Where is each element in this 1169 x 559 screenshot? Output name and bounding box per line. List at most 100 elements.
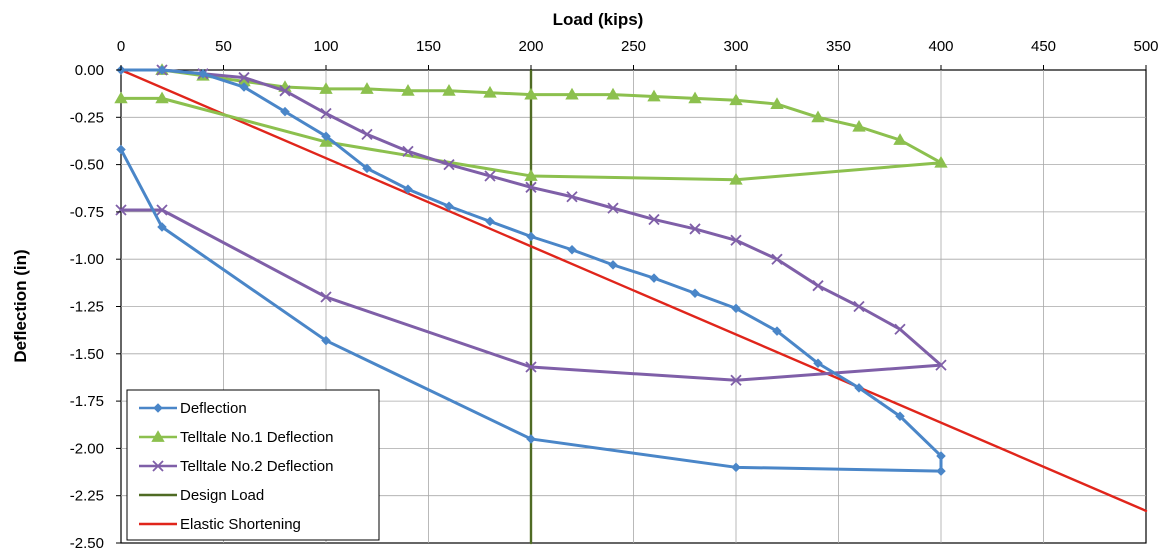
legend-label: Deflection bbox=[180, 400, 247, 417]
data-point bbox=[812, 280, 824, 292]
data-point bbox=[484, 170, 496, 182]
data-point bbox=[403, 184, 413, 194]
data-point bbox=[115, 204, 127, 216]
data-point bbox=[895, 411, 905, 422]
data-point bbox=[853, 300, 865, 313]
data-point bbox=[444, 201, 454, 211]
x-tick-label: 100 bbox=[313, 38, 338, 55]
data-point bbox=[729, 172, 743, 185]
data-point bbox=[401, 84, 415, 96]
data-point bbox=[730, 234, 742, 246]
data-point bbox=[811, 110, 825, 123]
data-point bbox=[606, 87, 620, 100]
data-point bbox=[402, 145, 414, 157]
data-point bbox=[813, 358, 823, 369]
data-point bbox=[279, 85, 291, 97]
data-point bbox=[198, 69, 208, 79]
data-point bbox=[772, 326, 782, 336]
x-tick-label: 150 bbox=[416, 38, 441, 55]
data-point bbox=[731, 462, 741, 473]
data-point bbox=[648, 213, 660, 226]
y-tick-label: 0.00 bbox=[75, 62, 104, 79]
data-point bbox=[524, 169, 538, 181]
y-tick-label: -0.75 bbox=[70, 204, 104, 221]
legend-entry: Telltale No.1 Deflection bbox=[139, 429, 333, 446]
legend-entry: Design Load bbox=[139, 487, 264, 504]
data-point bbox=[319, 135, 333, 147]
data-point bbox=[485, 216, 495, 227]
legend: Deflection Telltale No.1 Deflection Tellta… bbox=[126, 389, 380, 541]
series-1 bbox=[114, 63, 948, 185]
series-layer bbox=[114, 63, 1148, 545]
data-point bbox=[157, 65, 167, 75]
data-point bbox=[647, 89, 661, 102]
x-tick-label: 250 bbox=[621, 38, 646, 55]
data-point bbox=[362, 163, 372, 174]
data-point bbox=[526, 434, 536, 444]
data-point bbox=[320, 291, 332, 303]
x-tick-label: 200 bbox=[518, 38, 543, 55]
data-point bbox=[894, 323, 906, 335]
y-axis-ticks: 0.00 -0.25 -0.50 -0.75 -1.00 -1.25 -1.50 -1.75 -… bbox=[70, 62, 121, 552]
data-point bbox=[526, 231, 536, 242]
data-point bbox=[771, 253, 783, 265]
data-point bbox=[525, 181, 537, 193]
data-point bbox=[934, 155, 948, 168]
series-line bbox=[119, 68, 1148, 513]
data-point bbox=[280, 106, 290, 117]
data-point bbox=[688, 91, 702, 104]
legend-label: Elastic Shortening bbox=[180, 516, 301, 533]
y-axis-title: Deflection (in) bbox=[11, 249, 30, 362]
x-axis-ticks: 0 50 100 150 200 250 300 350 400 450 500 bbox=[117, 38, 1159, 70]
data-point bbox=[361, 128, 373, 140]
legend-entry: Elastic Shortening bbox=[139, 516, 301, 533]
legend-label: Telltale No.1 Deflection bbox=[180, 429, 333, 446]
legend-entry: Telltale No.2 Deflection bbox=[139, 458, 333, 475]
data-point bbox=[525, 361, 537, 373]
data-point bbox=[854, 383, 864, 393]
y-tick-label: -1.50 bbox=[70, 346, 104, 363]
data-point bbox=[936, 466, 946, 476]
data-point bbox=[935, 359, 947, 371]
x-tick-label: 0 bbox=[117, 38, 125, 55]
x-tick-label: 300 bbox=[723, 38, 748, 55]
data-point bbox=[729, 93, 743, 106]
data-point bbox=[155, 91, 169, 104]
data-point bbox=[565, 87, 579, 100]
legend-entry: Deflection bbox=[139, 400, 247, 417]
data-point bbox=[321, 335, 331, 346]
data-point bbox=[608, 260, 618, 270]
y-tick-label: -1.75 bbox=[70, 393, 104, 410]
data-point bbox=[156, 204, 168, 216]
legend-swatch-marker bbox=[152, 460, 164, 472]
legend-label: Telltale No.2 Deflection bbox=[180, 458, 333, 475]
legend-label: Design Load bbox=[180, 487, 264, 504]
data-point bbox=[239, 82, 249, 92]
x-tick-label: 500 bbox=[1133, 38, 1158, 55]
data-point bbox=[443, 158, 455, 171]
series-4 bbox=[119, 68, 1148, 513]
data-point bbox=[319, 82, 333, 94]
data-point bbox=[936, 451, 946, 461]
x-axis-title: Load (kips) bbox=[553, 10, 644, 29]
legend-swatch-marker bbox=[153, 403, 163, 413]
data-point bbox=[607, 202, 619, 214]
data-point bbox=[320, 107, 332, 120]
y-tick-label: -0.50 bbox=[70, 157, 104, 174]
data-point bbox=[524, 87, 538, 100]
data-point bbox=[690, 288, 700, 299]
data-point bbox=[731, 303, 741, 314]
legend-swatch-marker bbox=[151, 430, 165, 442]
y-tick-label: -2.00 bbox=[70, 440, 104, 457]
y-tick-label: -2.25 bbox=[70, 488, 104, 505]
data-point bbox=[689, 223, 701, 235]
data-point bbox=[483, 85, 497, 98]
data-point bbox=[566, 191, 578, 203]
data-point bbox=[852, 119, 866, 132]
data-point bbox=[567, 244, 577, 255]
x-tick-label: 400 bbox=[928, 38, 953, 55]
data-point bbox=[770, 97, 784, 109]
series-0 bbox=[116, 65, 946, 476]
